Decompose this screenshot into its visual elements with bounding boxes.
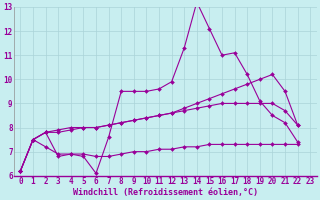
X-axis label: Windchill (Refroidissement éolien,°C): Windchill (Refroidissement éolien,°C) — [73, 188, 258, 197]
